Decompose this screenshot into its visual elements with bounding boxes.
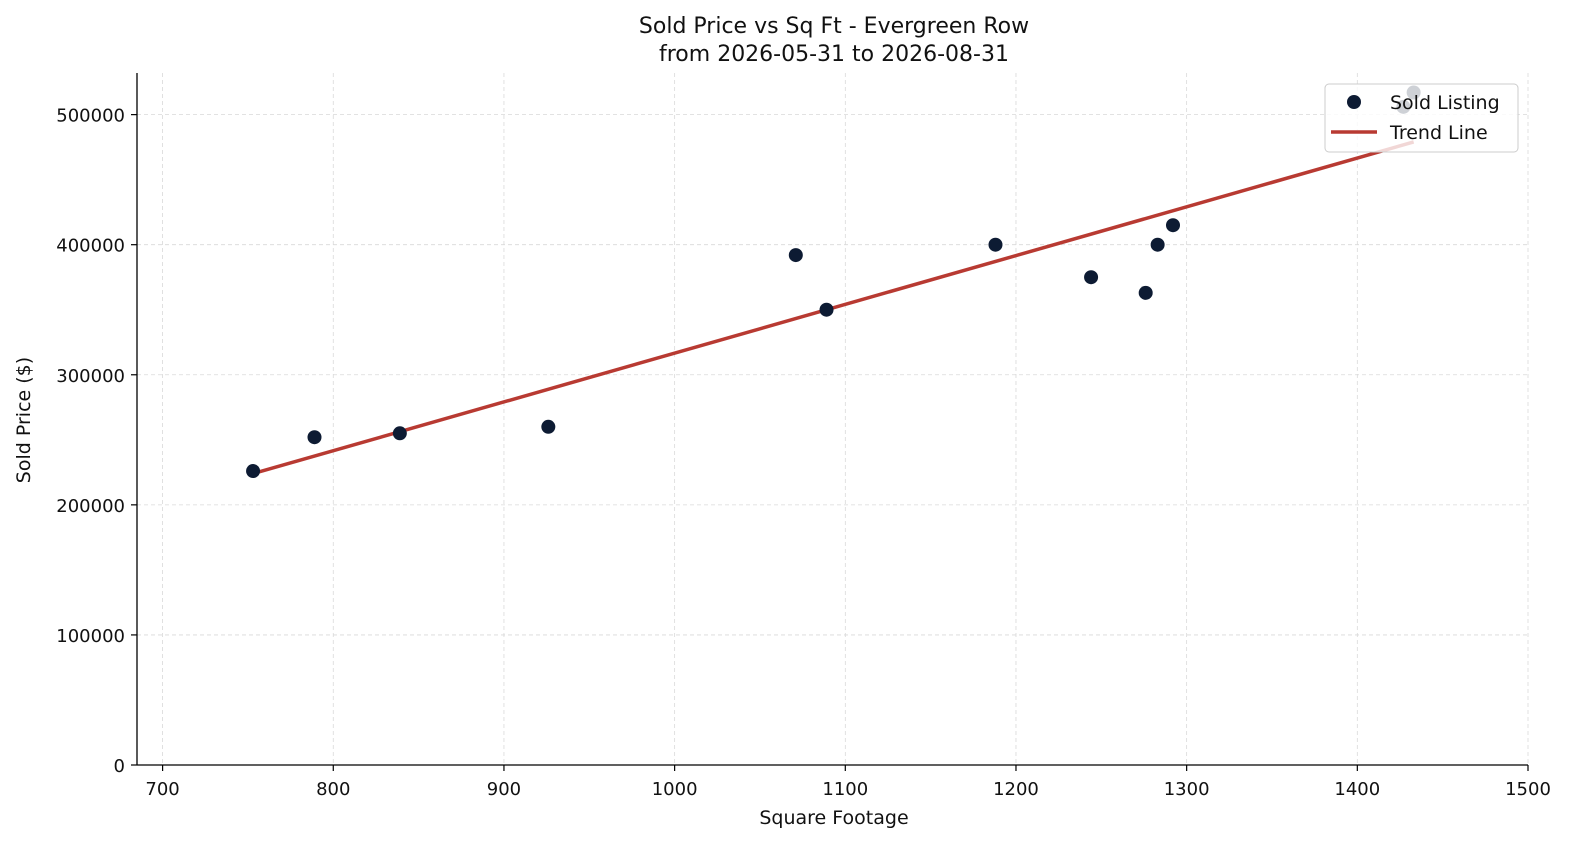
y-tick-label: 100000: [56, 626, 125, 647]
series-layer: [246, 85, 1421, 479]
x-tick-label: 1000: [652, 779, 698, 800]
sold-listing-point: [246, 464, 261, 479]
sold-listing-point: [788, 248, 803, 263]
y-axis-label: Sold Price ($): [13, 357, 35, 483]
grid-layer: [137, 73, 1529, 766]
y-tick-label: 300000: [56, 366, 125, 387]
axes-layer: [136, 73, 1528, 766]
sold-listing-point: [392, 426, 407, 441]
legend-label: Sold Listing: [1390, 92, 1500, 114]
ticks-layer: 700 800 900 1000 1100 1200 1300 1400 1500 0 100000…: [56, 106, 1551, 800]
x-tick-label: 1200: [993, 779, 1039, 800]
x-tick-label: 1400: [1334, 779, 1380, 800]
sold-listing-point: [307, 430, 322, 445]
y-tick-label: 400000: [56, 236, 125, 257]
sold-listing-point: [541, 419, 556, 434]
y-tick-label: 200000: [56, 496, 125, 517]
x-tick-label: 1100: [822, 779, 868, 800]
x-tick-label: 800: [316, 779, 350, 800]
sold-listing-point: [1084, 270, 1099, 285]
x-tick-label: 700: [145, 779, 179, 800]
legend-label: Trend Line: [1389, 122, 1488, 144]
y-tick-label: 0: [114, 756, 125, 777]
sold-listing-point: [819, 302, 834, 317]
sold-listing-point: [988, 237, 1003, 252]
legend: Sold Listing Trend Line: [1324, 83, 1519, 153]
y-tick-label: 500000: [56, 106, 125, 127]
legend-marker-scatter: [1347, 95, 1361, 109]
x-tick-label: 1300: [1164, 779, 1210, 800]
chart-subtitle: from 2026-05-31 to 2026-08-31: [659, 42, 1009, 67]
sold-listing-point: [1150, 237, 1165, 252]
sold-listing-point: [1165, 218, 1180, 233]
x-tick-label: 900: [487, 779, 521, 800]
x-axis-label: Square Footage: [759, 807, 908, 829]
sold-listing-point: [1138, 285, 1153, 300]
legend-box: [1324, 83, 1519, 153]
trend-line: [252, 140, 1415, 476]
chart-title: Sold Price vs Sq Ft - Evergreen Row: [639, 14, 1029, 39]
x-tick-label: 1500: [1505, 779, 1551, 800]
